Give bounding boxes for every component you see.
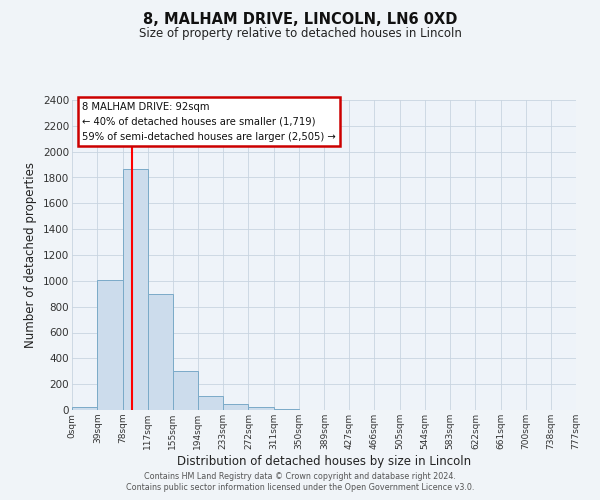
X-axis label: Distribution of detached houses by size in Lincoln: Distribution of detached houses by size …: [177, 454, 471, 468]
Bar: [198, 396, 223, 410]
Text: Contains HM Land Registry data © Crown copyright and database right 2024.: Contains HM Land Registry data © Crown c…: [144, 472, 456, 481]
Text: Contains public sector information licensed under the Open Government Licence v3: Contains public sector information licen…: [126, 484, 474, 492]
Bar: [248, 408, 274, 410]
Y-axis label: Number of detached properties: Number of detached properties: [25, 162, 37, 348]
Bar: [223, 404, 248, 410]
Text: 8, MALHAM DRIVE, LINCOLN, LN6 0XD: 8, MALHAM DRIVE, LINCOLN, LN6 0XD: [143, 12, 457, 28]
Bar: [122, 168, 148, 410]
Text: Size of property relative to detached houses in Lincoln: Size of property relative to detached ho…: [139, 28, 461, 40]
Bar: [97, 280, 122, 410]
Bar: [148, 294, 173, 410]
Text: 8 MALHAM DRIVE: 92sqm
← 40% of detached houses are smaller (1,719)
59% of semi-d: 8 MALHAM DRIVE: 92sqm ← 40% of detached …: [82, 102, 336, 142]
Bar: [72, 408, 97, 410]
Bar: [173, 371, 198, 410]
